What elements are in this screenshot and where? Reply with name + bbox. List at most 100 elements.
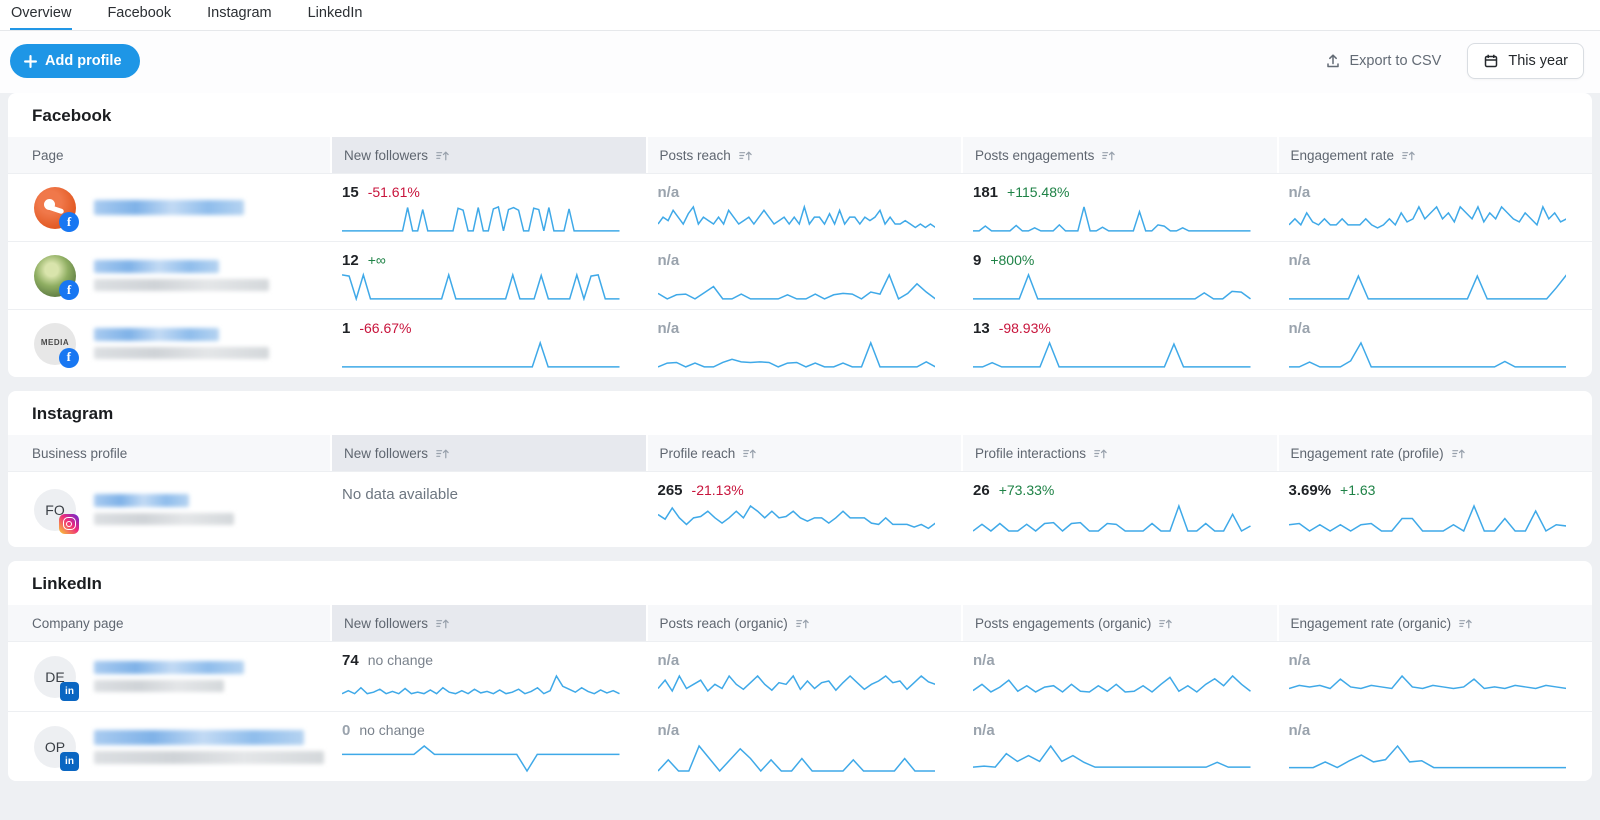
profile-avatar: f: [34, 187, 76, 229]
section-card-facebook: FacebookPageNew followersPosts reachPost…: [8, 93, 1592, 377]
metric-value-line: n/a: [973, 652, 1251, 672]
metric-value: 13: [973, 320, 990, 337]
column-header-metric[interactable]: New followers: [330, 435, 646, 471]
sparkline-chart: [342, 272, 620, 301]
metric-cell: n/a: [961, 642, 1277, 711]
metric-change: no change: [359, 722, 424, 738]
profile-cell[interactable]: MEDIAf: [8, 310, 330, 377]
facebook-badge-icon: f: [59, 280, 79, 300]
profile-cell[interactable]: OPin: [8, 712, 330, 781]
sort-icon: [1158, 616, 1173, 631]
add-profile-button[interactable]: Add profile: [10, 44, 140, 78]
metric-value-line: 265-21.13%: [658, 482, 936, 502]
metric-cell: n/a: [646, 642, 962, 711]
metric-value-line: n/a: [1289, 320, 1567, 339]
column-header-metric[interactable]: Profile reach: [646, 435, 962, 471]
column-header-metric[interactable]: Posts reach (organic): [646, 605, 962, 641]
date-range-button[interactable]: This year: [1467, 43, 1584, 79]
column-header-label: Engagement rate (organic): [1291, 616, 1452, 631]
linkedin-badge-icon: in: [60, 752, 79, 771]
column-header-metric[interactable]: New followers: [330, 605, 646, 641]
sparkline-chart: [973, 204, 1251, 233]
metric-value-line: n/a: [658, 252, 936, 271]
sparkline-chart: [973, 503, 1251, 533]
profile-avatar: FO: [34, 489, 76, 531]
column-header-entity[interactable]: Company page: [8, 616, 330, 631]
metric-cell: 3.69%+1.63: [1277, 472, 1593, 547]
metric-value: n/a: [973, 722, 995, 739]
top-tab-bar: Overview Facebook Instagram LinkedIn: [0, 0, 1600, 31]
column-header-metric[interactable]: Engagement rate: [1277, 137, 1593, 173]
profile-cell[interactable]: DEin: [8, 642, 330, 711]
column-header-metric[interactable]: Engagement rate (profile): [1277, 435, 1593, 471]
profile-avatar: DEin: [34, 656, 76, 698]
plus-icon: [24, 55, 37, 68]
tab-instagram[interactable]: Instagram: [206, 0, 272, 30]
tab-linkedin[interactable]: LinkedIn: [307, 0, 364, 30]
metric-value: n/a: [1289, 184, 1311, 201]
sparkline-chart: [342, 204, 620, 233]
linkedin-badge-icon: in: [60, 682, 79, 701]
redacted-text-bar: [94, 328, 219, 341]
table-header-row: Company pageNew followers Posts reach (or…: [8, 605, 1592, 641]
metric-value: n/a: [658, 652, 680, 669]
metric-value-line: 9+800%: [973, 252, 1251, 271]
sort-icon: [738, 148, 753, 163]
metric-cell: 265-21.13%: [646, 472, 962, 547]
sparkline-chart: [658, 204, 936, 233]
metric-value: 0: [342, 722, 350, 739]
redacted-profile-name: [94, 328, 269, 359]
tab-facebook[interactable]: Facebook: [106, 0, 172, 30]
tab-overview[interactable]: Overview: [10, 0, 72, 30]
export-to-csv-button[interactable]: Export to CSV: [1325, 53, 1441, 69]
sort-icon: [742, 446, 757, 461]
profile-avatar: f: [34, 255, 76, 297]
metric-value-line: 15-51.61%: [342, 184, 620, 203]
profile-cell[interactable]: f: [8, 174, 330, 241]
column-header-label: Posts engagements (organic): [975, 616, 1151, 631]
sort-icon: [1401, 148, 1416, 163]
metric-value-line: n/a: [658, 722, 936, 742]
column-header-metric[interactable]: Posts engagements: [961, 137, 1277, 173]
instagram-badge-lens: [66, 521, 72, 527]
avatar-logo-shape: [48, 204, 65, 214]
column-header-label: Engagement rate: [1291, 148, 1395, 163]
column-header-metric[interactable]: Posts reach: [646, 137, 962, 173]
profile-cell[interactable]: f: [8, 242, 330, 309]
column-header-entity[interactable]: Business profile: [8, 446, 330, 461]
sparkline-chart: [658, 673, 936, 703]
metric-value: 26: [973, 482, 990, 499]
column-header-label: Posts engagements: [975, 148, 1094, 163]
metric-change: -21.13%: [692, 482, 744, 498]
avatar-label: MEDIA: [41, 338, 69, 348]
profile-cell[interactable]: FO: [8, 472, 330, 547]
sparkline-chart: [1289, 673, 1567, 703]
column-header-label: Posts reach: [660, 148, 731, 163]
metric-value-line: n/a: [973, 722, 1251, 742]
metric-value: 3.69%: [1289, 482, 1332, 499]
column-header-metric[interactable]: Profile interactions: [961, 435, 1277, 471]
sparkline-chart: [1289, 340, 1567, 369]
column-header-metric[interactable]: New followers: [330, 137, 646, 173]
metric-value: 15: [342, 184, 359, 201]
export-label: Export to CSV: [1349, 53, 1441, 69]
sparkline-chart: [1289, 743, 1567, 773]
sparkline-chart: [658, 503, 936, 533]
sparkline-chart: [658, 272, 936, 301]
metric-change: no change: [368, 652, 433, 668]
table-header-row: Business profileNew followers Profile rea…: [8, 435, 1592, 471]
no-data-label: No data available: [342, 482, 620, 503]
table-row: MEDIAf1-66.67%n/a13-98.93%n/a: [8, 309, 1592, 377]
add-profile-label: Add profile: [45, 53, 122, 69]
column-header-entity[interactable]: Page: [8, 148, 330, 163]
column-header-metric[interactable]: Engagement rate (organic): [1277, 605, 1593, 641]
column-header-metric[interactable]: Posts engagements (organic): [961, 605, 1277, 641]
sparkline-chart: [973, 673, 1251, 703]
metric-value: n/a: [658, 320, 680, 337]
metric-value-line: n/a: [1289, 722, 1567, 742]
metric-value-line: n/a: [1289, 184, 1567, 203]
column-header-label: Profile reach: [660, 446, 736, 461]
column-header-label: Posts reach (organic): [660, 616, 788, 631]
sort-icon: [435, 148, 450, 163]
sparkline-chart: [342, 340, 620, 369]
